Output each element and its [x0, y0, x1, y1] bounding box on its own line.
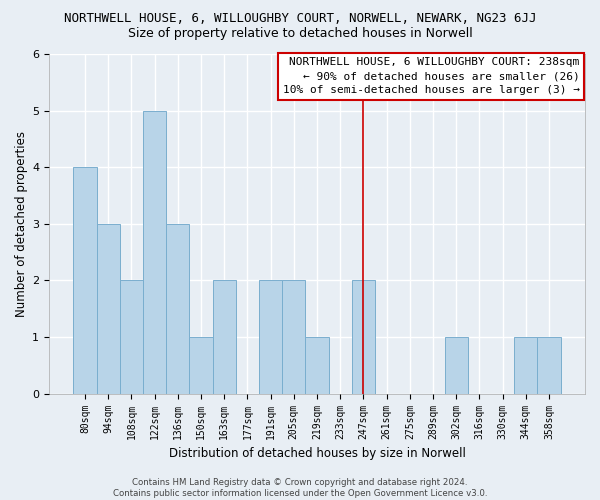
Bar — [259, 280, 282, 394]
Bar — [352, 280, 375, 394]
Bar — [445, 337, 468, 394]
Bar — [305, 337, 329, 394]
Bar — [166, 224, 190, 394]
Bar — [73, 167, 97, 394]
Text: NORTHWELL HOUSE, 6 WILLOUGHBY COURT: 238sqm
← 90% of detached houses are smaller: NORTHWELL HOUSE, 6 WILLOUGHBY COURT: 238… — [283, 58, 580, 96]
Text: NORTHWELL HOUSE, 6, WILLOUGHBY COURT, NORWELL, NEWARK, NG23 6JJ: NORTHWELL HOUSE, 6, WILLOUGHBY COURT, NO… — [64, 12, 536, 26]
Bar — [538, 337, 560, 394]
X-axis label: Distribution of detached houses by size in Norwell: Distribution of detached houses by size … — [169, 447, 466, 460]
Bar — [282, 280, 305, 394]
Bar — [212, 280, 236, 394]
Y-axis label: Number of detached properties: Number of detached properties — [15, 131, 28, 317]
Text: Contains HM Land Registry data © Crown copyright and database right 2024.
Contai: Contains HM Land Registry data © Crown c… — [113, 478, 487, 498]
Bar — [120, 280, 143, 394]
Bar — [514, 337, 538, 394]
Bar — [97, 224, 120, 394]
Text: Size of property relative to detached houses in Norwell: Size of property relative to detached ho… — [128, 28, 472, 40]
Bar — [190, 337, 212, 394]
Bar — [143, 110, 166, 394]
